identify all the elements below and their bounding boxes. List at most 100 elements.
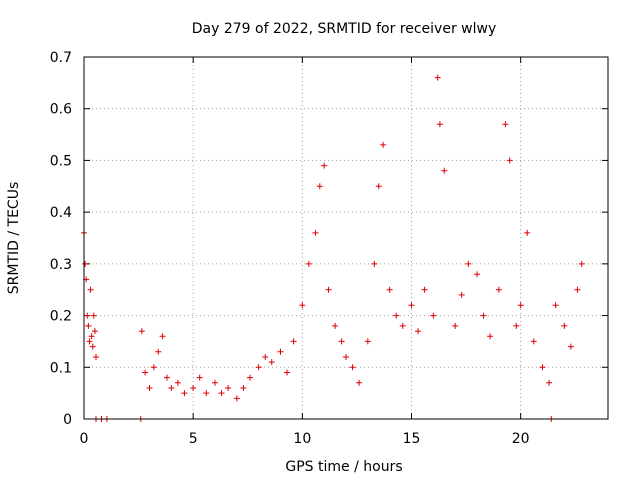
data-point [212,379,218,386]
y-axis-label: SRMTID / TECUs [6,182,22,295]
data-point [349,364,356,371]
data-point [386,286,393,293]
data-point [513,322,520,329]
data-point [552,302,559,309]
data-point [415,328,422,335]
data-point [290,338,297,345]
data-point [408,302,415,309]
data-point [530,338,537,345]
data-point [356,379,363,386]
data-point [93,353,100,360]
data-point [284,369,291,376]
data-point [380,141,387,148]
data-point [89,343,96,350]
data-point [305,260,312,267]
data-point [91,328,98,335]
data-point [480,312,487,319]
data-point [574,286,581,293]
data-point [399,322,406,329]
data-point [90,312,97,319]
y-tick-label: 0 [63,412,72,428]
data-point [578,260,585,267]
x-tick-label: 5 [189,431,198,447]
data-point [321,162,328,169]
axis-ticks: 0 5 10 15 20 0 0.1 0.2 0.3 0.4 0.5 0.6 0.7 [50,50,608,447]
data-point [371,260,378,267]
data-point [150,364,157,371]
data-point [441,167,448,174]
data-point [190,384,197,391]
data-point [277,348,284,355]
data-point [84,312,91,319]
data-point [495,286,502,293]
data-point [506,157,513,164]
data-point [163,374,170,381]
data-point [524,229,531,236]
data-point [82,260,89,267]
y-tick-label: 0.2 [50,309,72,325]
y-tick-label: 0.5 [50,153,72,169]
data-point [436,121,443,128]
data-point [332,322,339,329]
data-point [268,359,275,366]
data-point [299,302,306,309]
y-tick-label: 0.7 [50,50,72,66]
data-point [174,379,181,386]
x-tick-label: 0 [80,431,89,447]
data-point [487,333,494,340]
data-point [567,343,574,350]
data-point [316,183,323,190]
data-point [465,260,472,267]
data-point [86,338,93,345]
data-point [203,390,210,397]
data-point [218,390,225,397]
data-point [539,364,546,371]
data-point [364,338,371,345]
y-tick-label: 0.4 [50,205,72,221]
y-tick-label: 0.6 [50,102,72,118]
data-point [155,348,162,355]
data-point [430,312,437,319]
data-point [225,384,232,391]
data-point [458,291,465,298]
x-tick-label: 15 [403,431,421,447]
plot-frame [83,56,609,420]
data-point [196,374,203,381]
data-point [87,286,94,293]
y-tick-label: 0.1 [50,360,72,376]
data-point [338,338,345,345]
data-point [502,121,509,128]
data-point [159,333,166,340]
data-point [181,390,188,397]
data-point [452,322,459,329]
data-point [255,364,262,371]
data-point [517,302,524,309]
data-point [393,312,400,319]
data-point [146,384,153,391]
data-point [312,229,319,236]
y-tick-label: 0.3 [50,257,72,273]
data-point [325,286,332,293]
data-point [561,322,568,329]
data-points [81,74,585,422]
data-point [262,353,269,360]
data-point [168,384,175,391]
x-tick-label: 10 [293,431,311,447]
data-point [138,328,145,335]
data-point [246,374,253,381]
x-axis-label: GPS time / hours [285,459,402,475]
data-point [85,322,92,329]
data-point [474,271,480,278]
grid-lines [84,57,608,419]
data-point [421,286,428,293]
x-tick-label: 20 [512,431,530,447]
data-point [546,379,553,386]
data-point [343,353,349,360]
data-point [434,74,441,81]
data-point [233,395,240,402]
data-point [88,333,95,340]
data-point [240,384,247,391]
data-point [142,369,149,376]
data-point [375,183,382,190]
